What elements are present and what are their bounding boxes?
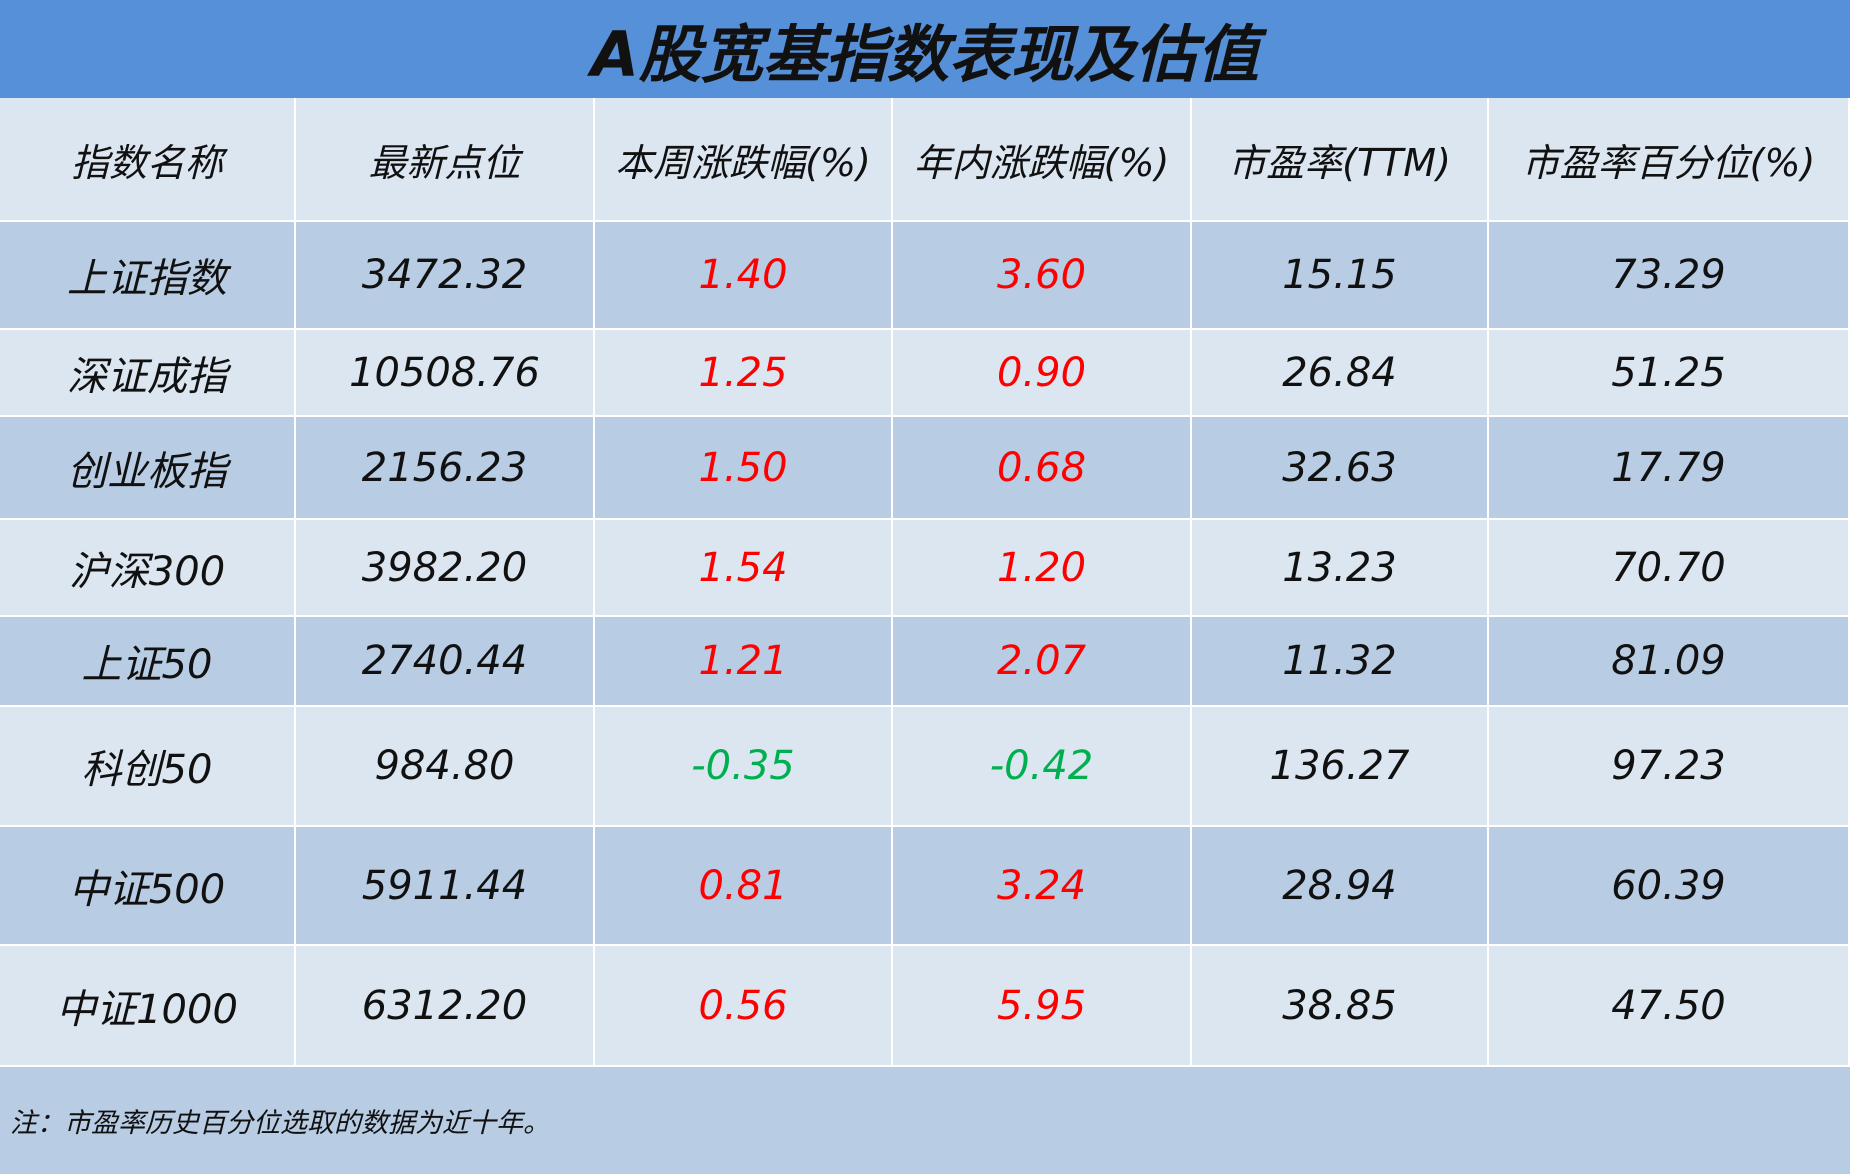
table-cell: 3.60	[893, 222, 1192, 330]
table-cell: 上证50	[0, 617, 296, 707]
table-cell: 1.54	[595, 520, 893, 617]
table-cell: 3472.32	[296, 222, 595, 330]
table-cell: 科创50	[0, 707, 296, 827]
table-cell: 984.80	[296, 707, 595, 827]
column-header: 年内涨跌幅(%)	[893, 98, 1192, 222]
table-cell: 5.95	[893, 946, 1192, 1067]
note: 注：市盈率历史百分位选取的数据为近十年。	[0, 1067, 1850, 1174]
table-cell: 51.25	[1489, 330, 1850, 417]
table-cell: 中证1000	[0, 946, 296, 1067]
table-cell: 2156.23	[296, 417, 595, 520]
table-cell: 26.84	[1192, 330, 1489, 417]
table-cell: 13.23	[1192, 520, 1489, 617]
table-cell: 1.40	[595, 222, 893, 330]
table-cell: 1.50	[595, 417, 893, 520]
table-cell: 3.24	[893, 827, 1192, 946]
table-cell: 28.94	[1192, 827, 1489, 946]
title: A股宽基指数表现及估值	[0, 0, 1850, 98]
column-header: 本周涨跌幅(%)	[595, 98, 893, 222]
table-cell: 11.32	[1192, 617, 1489, 707]
table-cell: 81.09	[1489, 617, 1850, 707]
table-cell: 38.85	[1192, 946, 1489, 1067]
table-cell: 5911.44	[296, 827, 595, 946]
table-cell: 深证成指	[0, 330, 296, 417]
table-cell: 6312.20	[296, 946, 595, 1067]
table-cell: 136.27	[1192, 707, 1489, 827]
table-cell: 2740.44	[296, 617, 595, 707]
table-cell: 70.70	[1489, 520, 1850, 617]
table-cell: -0.42	[893, 707, 1192, 827]
column-header: 市盈率(TTM)	[1192, 98, 1489, 222]
column-header: 指数名称	[0, 98, 296, 222]
table-cell: 10508.76	[296, 330, 595, 417]
column-header: 市盈率百分位(%)	[1489, 98, 1850, 222]
table-cell: 0.68	[893, 417, 1192, 520]
table-cell: 1.20	[893, 520, 1192, 617]
table-cell: 97.23	[1489, 707, 1850, 827]
table-cell: 17.79	[1489, 417, 1850, 520]
table-cell: 15.15	[1192, 222, 1489, 330]
table-cell: -0.35	[595, 707, 893, 827]
table-cell: 沪深300	[0, 520, 296, 617]
table-cell: 60.39	[1489, 827, 1850, 946]
table-cell: 1.21	[595, 617, 893, 707]
table-cell: 创业板指	[0, 417, 296, 520]
column-header: 最新点位	[296, 98, 595, 222]
table-cell: 3982.20	[296, 520, 595, 617]
table-cell: 上证指数	[0, 222, 296, 330]
table-cell: 0.56	[595, 946, 893, 1067]
table-cell: 中证500	[0, 827, 296, 946]
table-cell: 32.63	[1192, 417, 1489, 520]
table-cell: 1.25	[595, 330, 893, 417]
table-cell: 2.07	[893, 617, 1192, 707]
table-cell: 0.81	[595, 827, 893, 946]
table-cell: 0.90	[893, 330, 1192, 417]
table-cell: 73.29	[1489, 222, 1850, 330]
table-cell: 47.50	[1489, 946, 1850, 1067]
